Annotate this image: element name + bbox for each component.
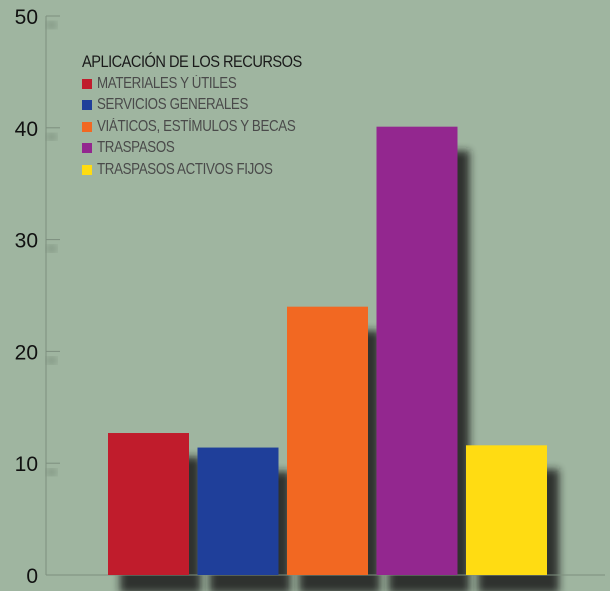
legend-item: TRASPASOS ACTIVOS FIJOS — [82, 159, 338, 181]
y-tick-label: 40 — [15, 118, 38, 141]
y-tick-label: 30 — [15, 230, 38, 253]
y-tick-label: 20 — [15, 341, 38, 364]
bar: TRASPASOS ACTIVOS FIJOS: 11.6 — [466, 445, 547, 575]
legend-swatch — [82, 143, 92, 154]
y-tick-shadow — [47, 245, 56, 252]
legend-label: SERVICIOS GENERALES — [97, 96, 249, 114]
legend-label: MATERIALES Y ÚTILES — [97, 74, 237, 92]
y-tick-shadow — [47, 133, 56, 140]
legend-item: VIÁTICOS, ESTÍMULOS Y BECAS — [82, 116, 338, 138]
y-tick-label: 50 — [15, 6, 38, 29]
y-tick-label: 10 — [15, 453, 38, 476]
legend-swatch — [82, 164, 92, 175]
legend-label: TRASPASOS — [97, 139, 175, 157]
legend-swatch — [82, 78, 92, 89]
legend-item: MATERIALES Y ÚTILES — [82, 73, 338, 95]
legend-label: TRASPASOS ACTIVOS FIJOS — [97, 160, 273, 178]
y-tick-label: 0 — [26, 565, 38, 588]
legend-label: VIÁTICOS, ESTÍMULOS Y BECAS — [97, 117, 296, 135]
legend-item: TRASPASOS — [82, 138, 338, 160]
legend-title: APLICACIÓN DE LOS RECURSOS — [82, 52, 302, 71]
legend-swatch — [82, 121, 92, 132]
y-tick-shadow — [47, 469, 56, 476]
y-tick-shadow — [47, 357, 56, 364]
bar: MATERIALES Y ÚTILES: 12.7 — [108, 433, 189, 575]
legend-item: SERVICIOS GENERALES — [82, 95, 338, 117]
y-tick-shadow — [47, 22, 56, 28]
legend-swatch — [82, 100, 92, 111]
bar: VIÁTICOS, ESTÍMULOS Y BECAS: 24 — [287, 306, 368, 575]
bar: TRASPASOS: 40.1 — [376, 126, 458, 575]
bar: SERVICIOS GENERALES: 11.4 — [197, 447, 279, 575]
chart-legend: APLICACIÓN DE LOS RECURSOS MATERIALES Y … — [82, 52, 338, 181]
